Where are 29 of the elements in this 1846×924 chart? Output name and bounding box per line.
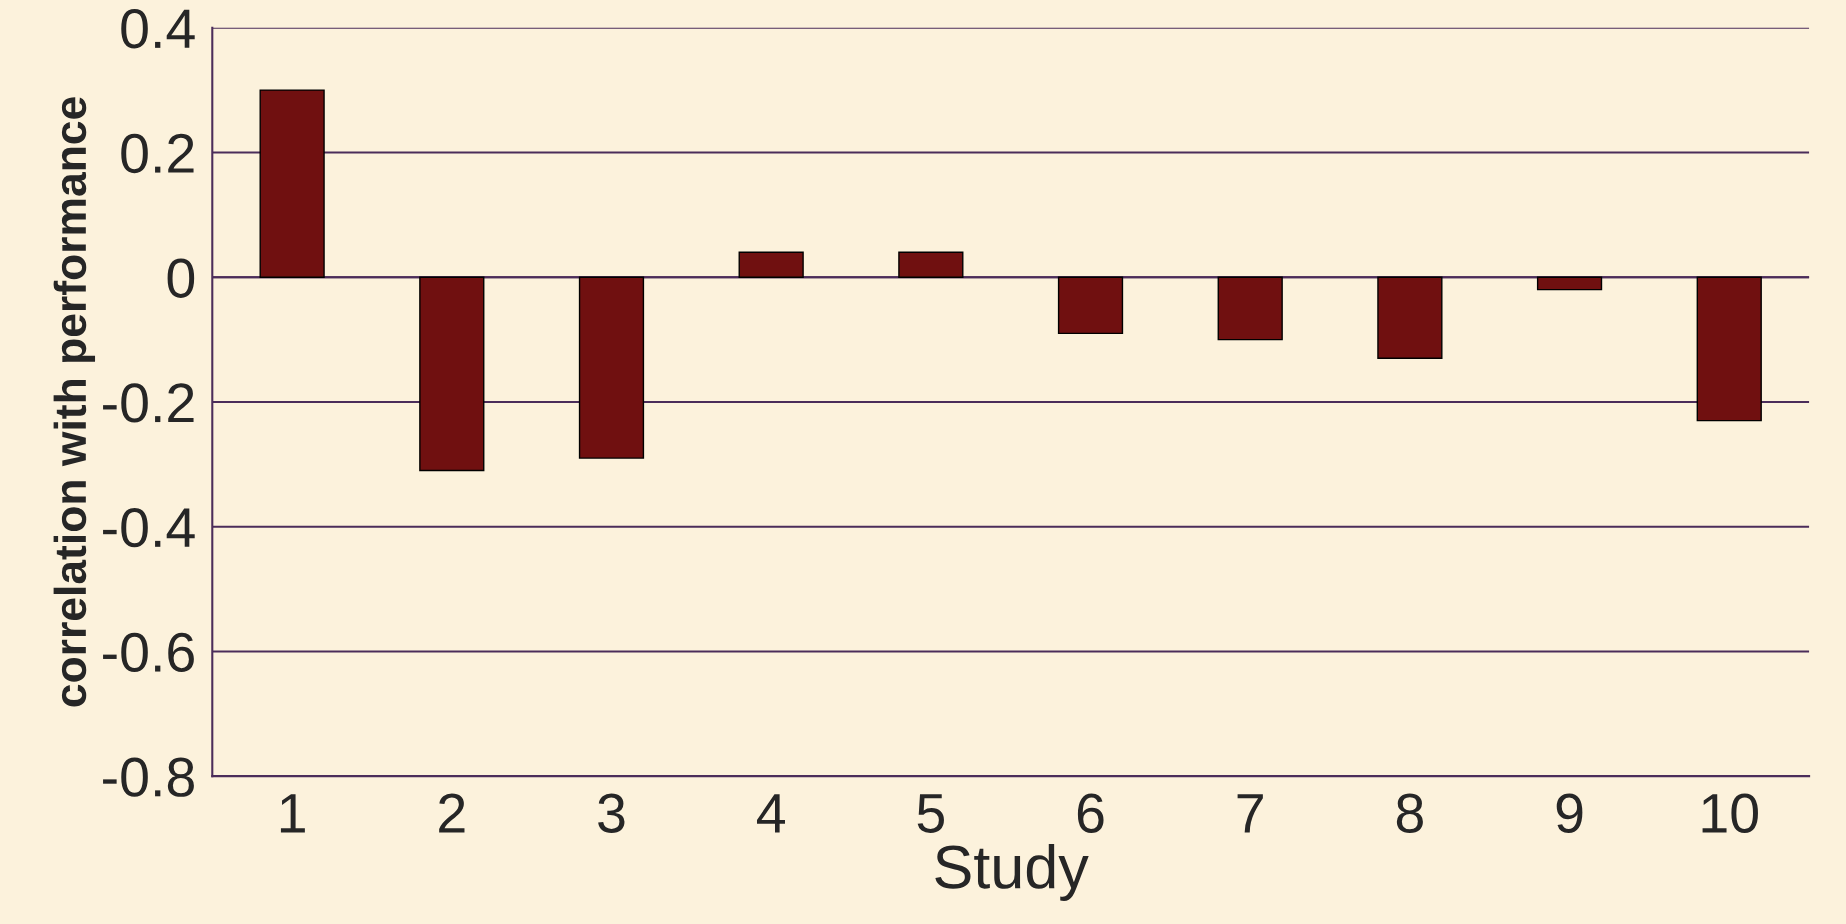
x-tick-label: 1 bbox=[280, 794, 305, 833]
bar bbox=[898, 251, 964, 278]
bar bbox=[1536, 276, 1603, 291]
bar bbox=[1217, 276, 1283, 341]
y-tick-label: 0.4 bbox=[121, 9, 195, 49]
x-tick-label: 9 bbox=[1556, 793, 1583, 833]
bar bbox=[419, 276, 485, 472]
x-tick-label: 4 bbox=[757, 794, 785, 833]
bar bbox=[578, 276, 645, 459]
y-tick-label: 0.2 bbox=[121, 133, 194, 174]
x-tick-label: 10 bbox=[1702, 793, 1758, 833]
x-tick-label: 5 bbox=[917, 794, 944, 833]
y-tick-label: -0.2 bbox=[103, 383, 194, 423]
x-tick-label: 7 bbox=[1237, 794, 1263, 833]
y-tick-label: -0.4 bbox=[103, 508, 195, 548]
y-tick-label: -0.8 bbox=[103, 757, 194, 797]
bar bbox=[1057, 276, 1124, 335]
x-tick-label: 6 bbox=[1077, 793, 1104, 833]
x-tick-label: 2 bbox=[439, 793, 465, 833]
x-tick-label: 3 bbox=[598, 793, 625, 833]
bar bbox=[259, 89, 325, 278]
x-axis-title: Study bbox=[935, 843, 1089, 901]
x-tick-label: 8 bbox=[1396, 793, 1423, 833]
bar bbox=[1377, 276, 1443, 359]
y-axis-title: correlation with performance bbox=[53, 97, 96, 707]
bar bbox=[1696, 276, 1762, 422]
y-tick-label: 0 bbox=[167, 258, 195, 298]
bar bbox=[738, 251, 804, 278]
y-tick-label: -0.6 bbox=[103, 632, 194, 673]
